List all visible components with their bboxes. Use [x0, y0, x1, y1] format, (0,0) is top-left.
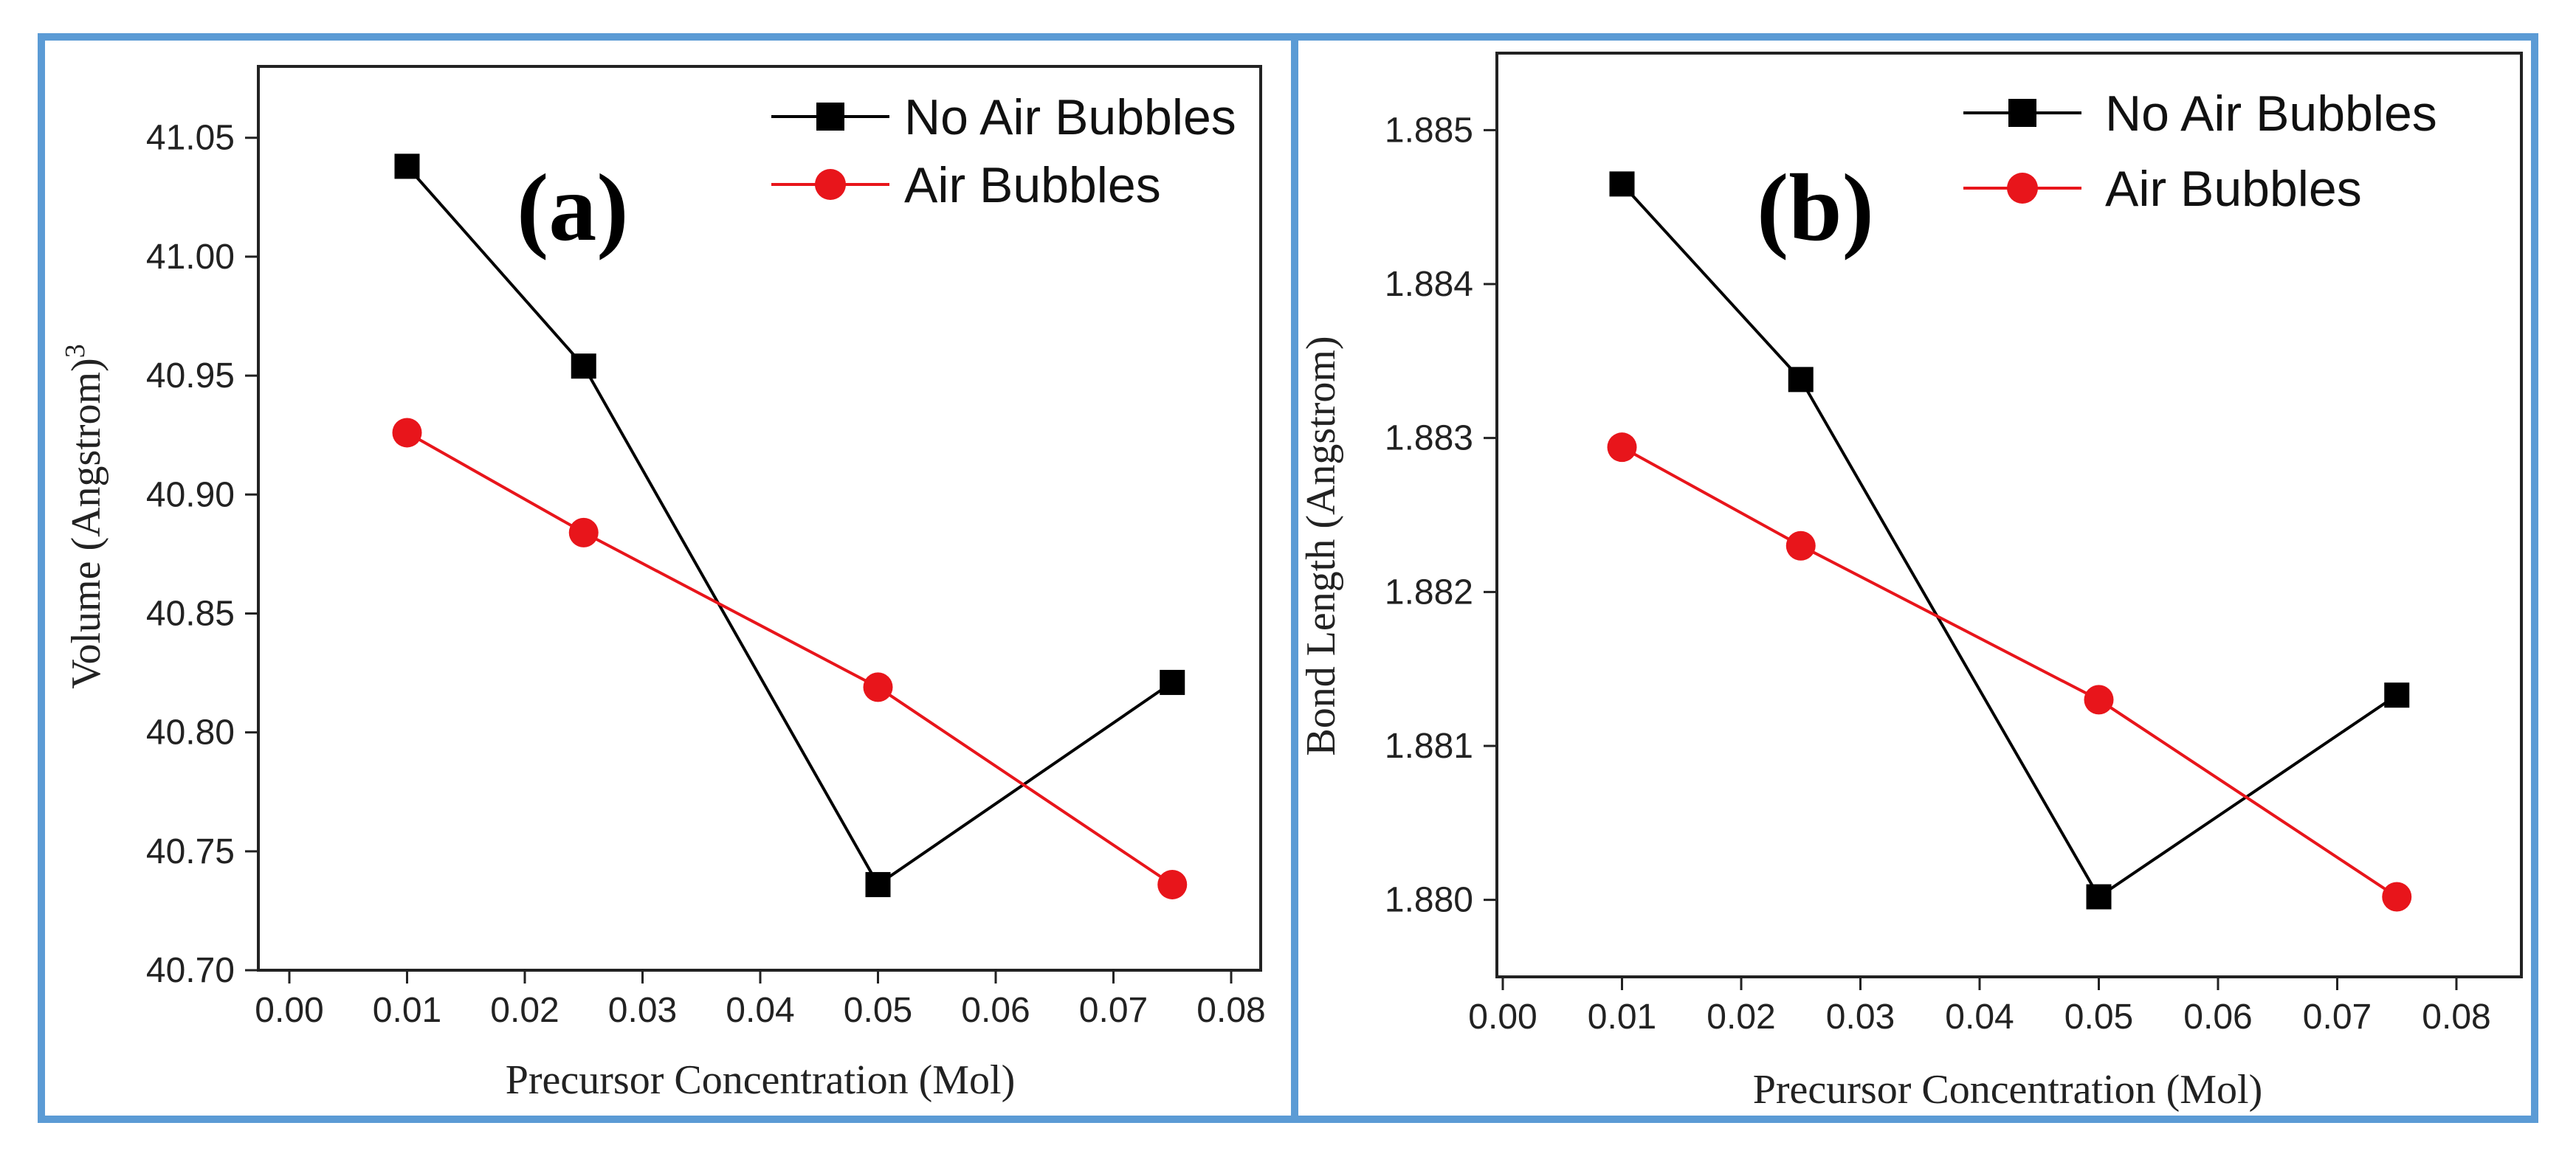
legend-marker-air-a	[815, 169, 846, 200]
y-tick-label-b: 1.885	[1385, 111, 1473, 150]
series-markers-a	[392, 153, 1188, 899]
y-axis-a: 40.70 40.75 40.80 40.85 40.90 40.95 41.00 41.05	[146, 119, 258, 990]
legend-marker-air-b	[2007, 173, 2038, 204]
x-tick-label-b: 0.03	[1826, 998, 1895, 1037]
x-axis-b: 0.00 0.01 0.02 0.03 0.04 0.05 0.06 0.07 0.08	[1468, 977, 2491, 1037]
y-tick-label-b: 1.882	[1385, 573, 1473, 612]
x-tick-label-a: 0.00	[255, 991, 323, 1030]
series-lines-b	[1621, 183, 2398, 899]
x-tick-label-b: 0.06	[2183, 998, 2252, 1037]
data-point-air-bubbles-b	[1785, 530, 1816, 561]
legend-label-air-a: Air Bubbles	[904, 157, 1161, 213]
y-tick-label-b: 1.884	[1385, 265, 1473, 304]
y-tick-label-b: 1.881	[1385, 727, 1473, 766]
y-tick-label-a: 40.75	[146, 832, 235, 871]
data-point-air-bubbles-b	[1607, 432, 1637, 463]
x-tick-label-b: 0.05	[2064, 998, 2133, 1037]
legend-label-no-air-a: No Air Bubbles	[904, 89, 1236, 145]
plot-area-b	[1495, 52, 2523, 978]
legend-marker-no-air-b	[2008, 99, 2036, 127]
data-point-no-air-bubbles-b	[2086, 884, 2112, 910]
x-tick-label-b: 0.01	[1588, 998, 1656, 1037]
y-tick-label-b: 1.883	[1385, 419, 1473, 458]
data-point-air-bubbles-a	[568, 517, 599, 547]
x-tick-label-a: 0.08	[1196, 991, 1265, 1030]
data-point-air-bubbles-a	[863, 672, 893, 702]
y-axis-title-a: Volume (Angstrom)3	[60, 344, 109, 689]
data-point-no-air-bubbles-b	[1788, 367, 1814, 393]
y-tick-label-b: 1.880	[1385, 881, 1473, 920]
y-tick-label-a: 41.05	[146, 119, 235, 158]
x-tick-label-a: 0.06	[961, 991, 1030, 1030]
x-tick-label-a: 0.05	[844, 991, 912, 1030]
x-tick-label-a: 0.03	[608, 991, 677, 1030]
legend-label-no-air-b: No Air Bubbles	[2105, 86, 2437, 142]
x-tick-label-b: 0.07	[2303, 998, 2372, 1037]
data-point-air-bubbles-b	[2382, 882, 2412, 912]
panel-label-b: (b)	[1757, 155, 1874, 261]
panel-b-frame	[1291, 33, 2538, 1123]
x-axis-title-a: Precursor Concentration (Mol)	[506, 1057, 1015, 1103]
x-axis-title-b: Precursor Concentration (Mol)	[1753, 1067, 2262, 1113]
y-tick-label-a: 41.00	[146, 238, 235, 277]
x-tick-label-a: 0.04	[726, 991, 794, 1030]
data-point-no-air-bubbles-a	[1160, 669, 1185, 695]
panel-label-a: (a)	[517, 155, 629, 261]
data-point-no-air-bubbles-a	[865, 871, 891, 897]
x-tick-label-b: 0.00	[1468, 998, 1537, 1037]
data-point-air-bubbles-b	[2084, 685, 2114, 715]
panel-a-chart: 40.70 40.75 40.80 40.85 40.90 40.95 41.00 41.05…	[60, 65, 1266, 1103]
y-tick-label-a: 40.85	[146, 594, 235, 633]
legend-b: No Air Bubbles Air Bubbles	[1963, 86, 2437, 217]
data-point-no-air-bubbles-a	[571, 353, 596, 379]
series-line-no-air-bubbles-a	[406, 165, 1174, 887]
series-line-air-bubbles-a	[406, 431, 1174, 886]
data-point-air-bubbles-a	[392, 418, 422, 448]
y-axis-title-a-main: Volume (Angstrom)	[63, 358, 109, 689]
x-axis-a: 0.00 0.01 0.02 0.03 0.04 0.05 0.06 0.07 0.08	[255, 970, 1266, 1030]
data-point-air-bubbles-a	[1157, 869, 1188, 899]
series-line-air-bubbles-b	[1621, 446, 2398, 899]
x-tick-label-a: 0.01	[373, 991, 441, 1030]
series-line-no-air-bubbles-b	[1621, 183, 2398, 899]
data-point-no-air-bubbles-b	[1609, 171, 1635, 197]
x-tick-label-b: 0.04	[1945, 998, 2014, 1037]
x-tick-label-a: 0.02	[490, 991, 559, 1030]
x-tick-label-a: 0.07	[1079, 991, 1148, 1030]
y-tick-label-a: 40.70	[146, 951, 235, 990]
series-lines-a	[406, 165, 1174, 887]
y-axis-title-a-superscript: 3	[60, 344, 91, 358]
y-axis-b: 1.880 1.881 1.882 1.883 1.884 1.885	[1385, 111, 1497, 920]
y-tick-label-a: 40.80	[146, 713, 235, 753]
y-axis-title-b: Bond Length (Angstrom)	[1298, 336, 1344, 756]
y-tick-label-a: 40.90	[146, 475, 235, 514]
x-tick-label-b: 0.08	[2422, 998, 2490, 1037]
legend-marker-no-air-a	[816, 103, 844, 131]
series-markers-b	[1607, 171, 2412, 912]
legend-a: No Air Bubbles Air Bubbles	[771, 89, 1236, 213]
y-tick-label-a: 40.95	[146, 356, 235, 395]
x-tick-label-b: 0.02	[1707, 998, 1775, 1037]
legend-label-air-b: Air Bubbles	[2105, 161, 2362, 217]
data-point-no-air-bubbles-a	[394, 153, 420, 179]
data-point-no-air-bubbles-b	[2384, 682, 2410, 708]
